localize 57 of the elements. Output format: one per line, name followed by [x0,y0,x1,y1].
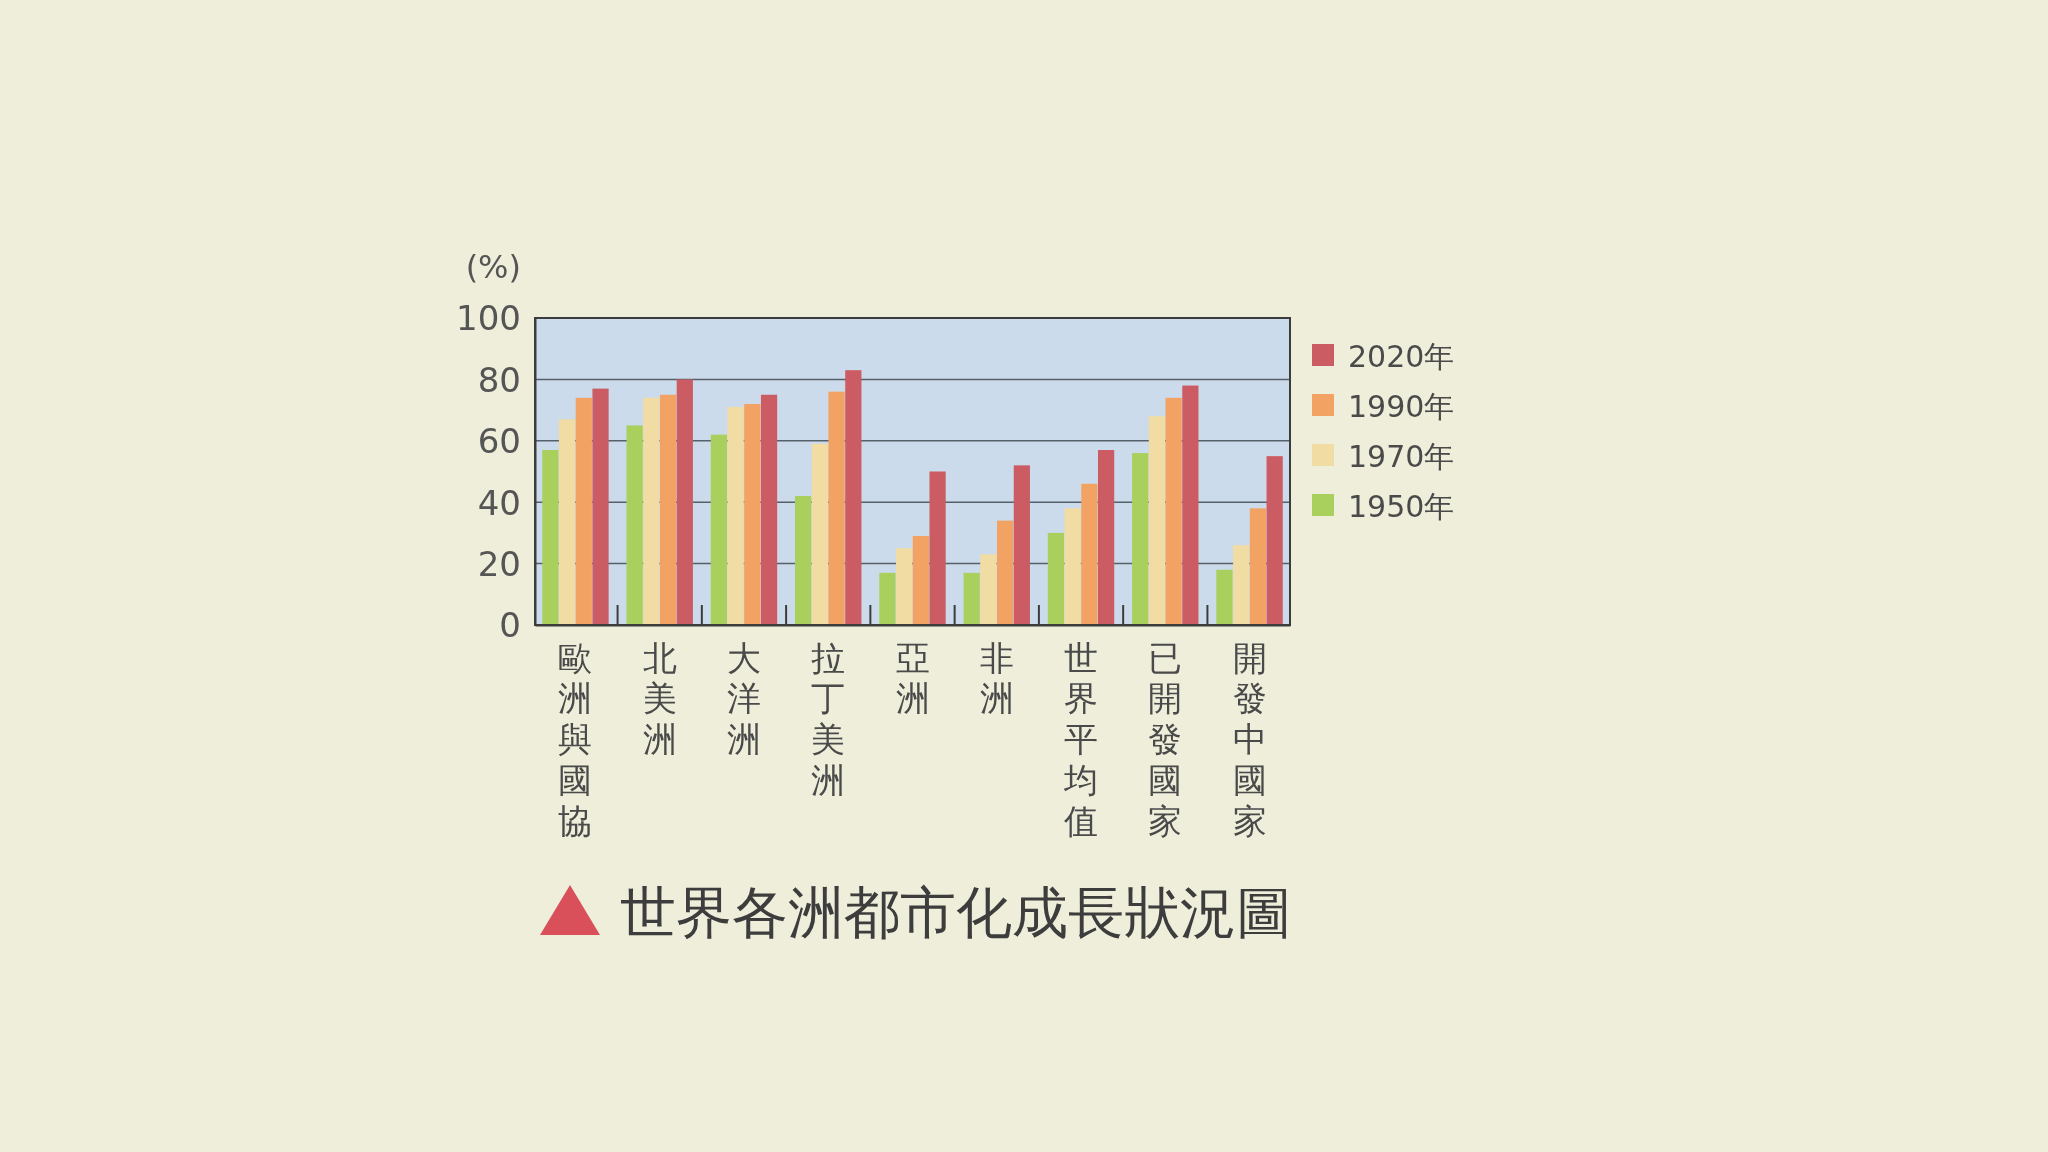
bar [1132,453,1149,625]
legend-label: 2020年 [1348,338,1455,374]
bar [1047,532,1065,625]
bar [1182,385,1199,625]
bar [795,496,812,625]
bar [760,394,778,625]
bar [1216,569,1233,625]
bar [980,554,997,625]
bar [1165,397,1182,625]
bar [811,443,828,625]
bar [1266,456,1283,625]
x-tick-label: 開發中國家 [1232,637,1267,841]
bar [828,391,845,625]
x-tick-label: 亞洲 [895,637,930,719]
bar [643,397,660,625]
bar [896,548,913,625]
bar [1098,450,1115,625]
bar [659,394,677,625]
x-tick-label: 歐洲與國協 [558,637,593,841]
y-tick-label: 20 [477,544,521,584]
y-tick-label: 40 [477,482,521,523]
bar [912,535,929,625]
text: 世界各洲都市化成長狀況圖 [620,879,1292,945]
y-tick-label: 100 [456,298,521,339]
x-tick-label: 拉丁美洲 [811,637,846,800]
bar [676,379,693,625]
bar [1233,545,1250,625]
bar [997,520,1014,625]
bar [575,397,592,625]
bar [879,572,896,625]
x-tick-label: 世界平均值 [1063,637,1099,841]
bar [744,403,761,625]
bar [1081,483,1098,625]
bar [710,434,727,625]
x-tick-label: 北美洲 [642,637,677,760]
legend-label: 1950年 [1348,488,1455,524]
y-tick-label: 60 [477,421,521,462]
bar [963,572,980,625]
legend-label: 1970年 [1348,438,1455,474]
x-tick-label: 非洲 [979,637,1014,719]
bar [727,407,744,625]
x-tick-label: 已開發國家 [1148,637,1183,841]
bar [592,388,609,625]
x-tick-label: 大洋洲 [726,637,761,760]
bar [1148,416,1166,625]
y-axis-title: (%) [465,248,521,286]
y-tick-label: 0 [499,605,521,646]
bar [1249,508,1267,625]
legend-label: 1990年 [1348,388,1455,424]
bar [626,425,643,625]
bar [1013,465,1030,625]
bar [845,370,862,625]
bar [542,450,559,625]
y-tick-label: 80 [477,359,521,400]
bar [558,419,576,625]
bar [1064,508,1081,625]
bar [929,471,946,625]
